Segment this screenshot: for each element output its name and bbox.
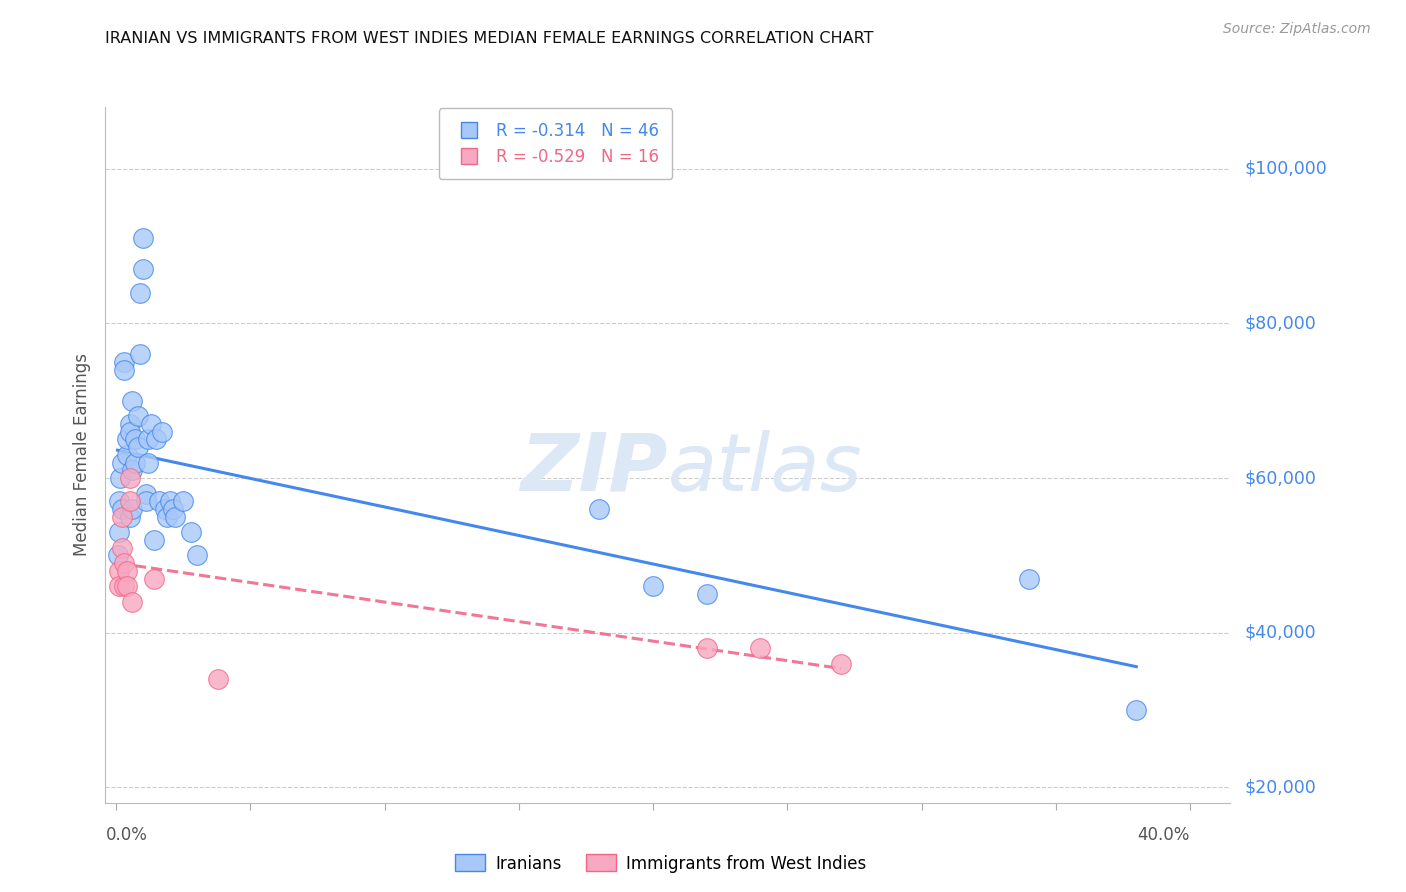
Point [115, 448, 138, 462]
Point [132, 262, 155, 277]
Point [108, 525, 131, 540]
Point [148, 494, 170, 508]
Text: 0.0%: 0.0% [105, 826, 148, 844]
Point [115, 579, 138, 593]
Point [138, 433, 160, 447]
Point [1018, 572, 1040, 586]
Point [112, 363, 135, 377]
Point [165, 509, 187, 524]
Point [142, 572, 165, 586]
Point [112, 556, 135, 570]
Legend: R = -0.314   N = 46, R = -0.529   N = 16: R = -0.314 N = 46, R = -0.529 N = 16 [439, 109, 672, 179]
Point [118, 425, 141, 439]
Point [110, 502, 132, 516]
Point [830, 657, 852, 671]
Point [124, 456, 146, 470]
Point [110, 471, 132, 485]
Text: $40,000: $40,000 [1244, 624, 1316, 641]
Point [129, 285, 152, 300]
Point [127, 440, 149, 454]
Point [1125, 703, 1147, 717]
Point [121, 502, 143, 516]
Point [124, 433, 146, 447]
Point [153, 502, 176, 516]
Point [207, 672, 229, 686]
Point [112, 579, 135, 593]
Point [135, 494, 157, 508]
Point [172, 494, 194, 508]
Point [118, 471, 141, 485]
Point [162, 502, 184, 516]
Text: $60,000: $60,000 [1244, 469, 1316, 487]
Point [108, 579, 131, 593]
Text: IRANIAN VS IMMIGRANTS FROM WEST INDIES MEDIAN FEMALE EARNINGS CORRELATION CHART: IRANIAN VS IMMIGRANTS FROM WEST INDIES M… [105, 31, 875, 46]
Text: 40.0%: 40.0% [1137, 826, 1189, 844]
Point [145, 433, 167, 447]
Point [588, 502, 610, 516]
Text: $20,000: $20,000 [1244, 779, 1316, 797]
Point [118, 417, 141, 431]
Point [108, 564, 131, 578]
Point [696, 587, 718, 601]
Point [110, 541, 132, 555]
Point [118, 494, 141, 508]
Point [135, 486, 157, 500]
Point [129, 347, 152, 361]
Point [121, 595, 143, 609]
Point [138, 456, 160, 470]
Y-axis label: Median Female Earnings: Median Female Earnings [73, 353, 91, 557]
Point [121, 393, 143, 408]
Point [749, 641, 772, 656]
Text: $100,000: $100,000 [1244, 160, 1327, 178]
Point [159, 494, 181, 508]
Point [107, 549, 129, 563]
Point [127, 409, 149, 424]
Point [115, 433, 138, 447]
Text: ZIP: ZIP [520, 430, 668, 508]
Point [112, 355, 135, 369]
Point [180, 525, 202, 540]
Legend: Iranians, Immigrants from West Indies: Iranians, Immigrants from West Indies [449, 847, 873, 880]
Point [150, 425, 173, 439]
Point [139, 417, 162, 431]
Point [696, 641, 718, 656]
Point [121, 463, 143, 477]
Point [132, 231, 155, 245]
Point [641, 579, 664, 593]
Point [118, 509, 141, 524]
Point [110, 509, 132, 524]
Point [110, 456, 132, 470]
Point [142, 533, 165, 547]
Point [186, 549, 208, 563]
Text: $80,000: $80,000 [1244, 315, 1316, 333]
Text: atlas: atlas [668, 430, 863, 508]
Point [156, 509, 179, 524]
Text: Source: ZipAtlas.com: Source: ZipAtlas.com [1223, 22, 1371, 37]
Point [108, 494, 131, 508]
Point [115, 564, 138, 578]
